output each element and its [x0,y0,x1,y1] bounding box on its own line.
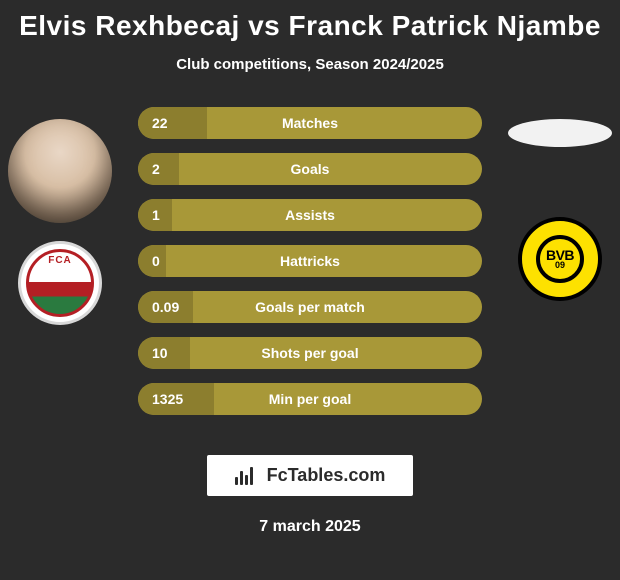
date-label: 7 march 2025 [259,518,360,536]
player-right-column: BVB 09 [500,107,620,301]
stat-row: 2Goals [138,153,482,185]
stat-row: 10Shots per goal [138,337,482,369]
stat-bars: 22Matches 2Goals 1Assists 0Hattricks 0.09Goa… [138,107,482,415]
brand-box[interactable]: FcTables.com [207,455,414,496]
stat-label: Goals per match [138,299,482,315]
club-badge-fca: FCA [18,241,102,325]
brand-label: FcTables.com [267,465,386,486]
stat-label: Goals [138,161,482,177]
stat-label: Min per goal [138,391,482,407]
club-bvb-inner: BVB 09 [536,235,584,283]
comparison-panel: FCA BVB 09 22Matches 2Goals 1Assists 0Hattr… [0,107,620,437]
chart-icon [235,467,257,485]
stat-row: 1Assists [138,199,482,231]
footer: FcTables.com 7 march 2025 [0,455,620,536]
stat-row: 22Matches [138,107,482,139]
stat-row: 1325Min per goal [138,383,482,415]
stat-label: Matches [138,115,482,131]
club-badge-bvb: BVB 09 [518,217,602,301]
stat-row: 0Hattricks [138,245,482,277]
stat-label: Shots per goal [138,345,482,361]
stat-label: Hattricks [138,253,482,269]
club-fca-label: FCA [48,255,72,266]
club-bvb-year: 09 [555,261,565,269]
player-right-avatar [508,119,612,147]
player-left-avatar [8,119,112,223]
player-left-column: FCA [0,107,120,325]
page-title: Elvis Rexhbecaj vs Franck Patrick Njambe [0,0,620,42]
stat-label: Assists [138,207,482,223]
stat-row: 0.09Goals per match [138,291,482,323]
subtitle: Club competitions, Season 2024/2025 [0,56,620,73]
